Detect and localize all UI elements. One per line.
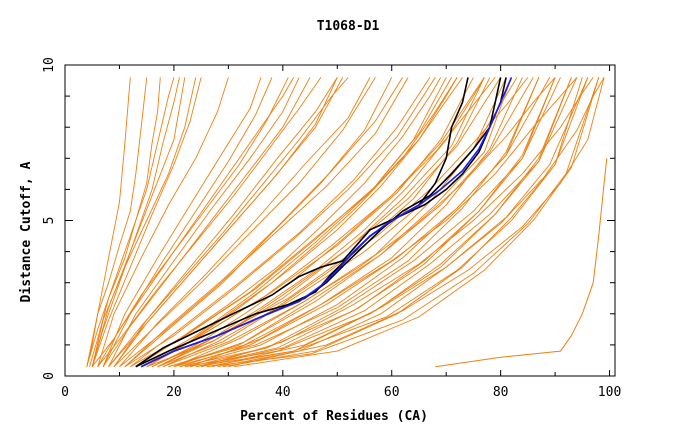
model-line-50	[86, 77, 131, 367]
model-line-45	[91, 77, 289, 367]
model-line-6	[102, 77, 262, 367]
model-line-25	[173, 77, 556, 368]
y-axis-label: Distance Cutoff, A	[19, 161, 34, 302]
model-line-61	[222, 77, 583, 368]
model-line-4	[91, 77, 202, 367]
x-tick-label: 0	[61, 385, 69, 400]
model-line-59	[195, 77, 556, 368]
model-line-53	[113, 77, 338, 367]
model-line-28	[211, 77, 605, 368]
model-line-34	[119, 77, 409, 368]
x-tick-label: 60	[384, 385, 400, 400]
highlight-model-line-blue-4	[140, 77, 513, 368]
series-layer	[86, 77, 608, 368]
x-tick-label: 100	[598, 385, 621, 400]
model-line-64	[146, 77, 458, 368]
model-line-24	[162, 77, 529, 368]
model-line-63	[135, 77, 442, 368]
model-line-51	[91, 77, 186, 367]
model-line-26	[190, 77, 578, 368]
model-line-65	[157, 77, 485, 368]
model-line-52	[102, 77, 273, 367]
model-line-31	[102, 77, 311, 367]
x-tick-label: 20	[166, 385, 182, 400]
chart-title: T1068-D1	[317, 19, 380, 34]
x-tick-label: 80	[493, 385, 509, 400]
model-line-47	[108, 77, 349, 367]
model-line-54	[124, 77, 393, 368]
x-axis-label: Percent of Residues (CA)	[240, 409, 428, 424]
model-line-22	[140, 77, 458, 368]
outlier-model-line	[435, 158, 608, 368]
y-tick-label: 10	[42, 57, 57, 73]
model-line-9	[119, 77, 371, 367]
model-line-49	[91, 77, 197, 367]
model-line-7	[108, 77, 300, 367]
model-line-27	[200, 77, 594, 368]
y-tick-label: 5	[42, 217, 57, 225]
model-line-33	[113, 77, 376, 368]
model-line-58	[184, 77, 540, 368]
model-line-57	[173, 77, 512, 368]
model-line-56	[157, 77, 485, 368]
model-line-44	[217, 77, 589, 368]
x-tick-label: 40	[275, 385, 291, 400]
model-line-17	[173, 77, 540, 368]
model-line-46	[97, 77, 322, 367]
model-line-23	[151, 77, 496, 368]
axes-layer: 0 20 40 60 80 100 0 5 10	[42, 57, 621, 400]
model-line-3	[91, 77, 180, 367]
model-line-55	[140, 77, 447, 368]
model-line-11	[130, 77, 431, 368]
model-line-1	[86, 77, 148, 367]
model-line-35	[124, 77, 436, 368]
model-line-60	[206, 77, 572, 368]
model-line-48	[86, 77, 175, 367]
model-line-29	[228, 77, 605, 368]
model-line-62	[233, 77, 600, 368]
highlight-model-line-black-1	[135, 77, 469, 368]
y-tick-label: 0	[42, 372, 57, 380]
model-line-5	[97, 77, 229, 367]
